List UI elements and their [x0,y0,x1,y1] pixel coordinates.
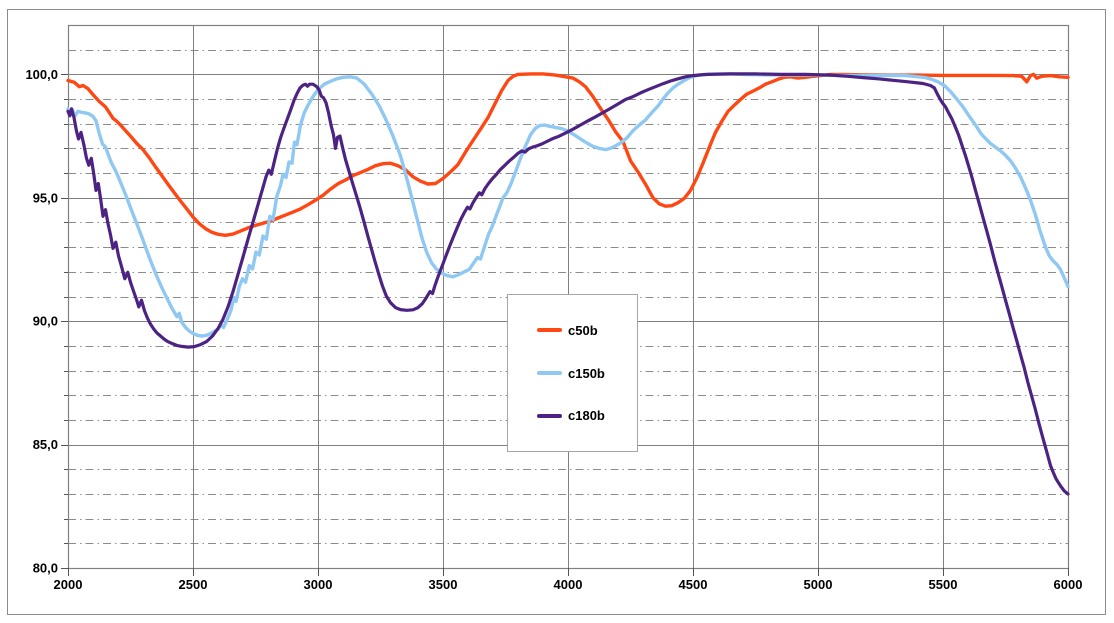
series-line-c180b [66,72,1070,496]
legend-swatch-c150b [537,371,562,375]
x-tick-label: 6000 [1054,577,1083,592]
x-tick-label: 5000 [804,577,833,592]
y-tick-label: 85,0 [33,437,58,452]
x-tick-label: 2000 [54,577,83,592]
x-axis-labels: 2000 2500 3000 3500 4000 4500 5000 5500 6000 [54,577,1083,592]
series-line-c50b [66,72,1070,238]
legend-item-c150b: c150b [508,366,637,381]
x-tick-label: 2500 [179,577,208,592]
x-tick-label: 3500 [429,577,458,592]
y-tick-label: 90,0 [33,314,58,329]
series-line-c150b [66,72,1070,338]
y-tick-label: 80,0 [33,561,58,576]
x-tick-label: 3000 [304,577,333,592]
legend-label: c180b [568,408,605,424]
x-tick-label: 4000 [554,577,583,592]
legend-swatch-c180b [537,413,562,418]
x-tick-label: 5500 [929,577,958,592]
x-tick-label: 4500 [679,577,708,592]
y-tick-label: 95,0 [33,190,58,205]
legend: c50b c150b c180b [507,294,638,452]
legend-label: c150b [568,365,605,381]
legend-label: c50b [568,322,598,338]
y-tick-label: 100,0 [25,67,58,82]
legend-swatch-c50b [537,328,562,333]
legend-item-c180b: c180b [508,408,637,423]
figure-border [7,9,1106,615]
axis-ticks [61,74,1069,576]
legend-item-c50b: c50b [508,323,637,338]
y-axis-labels: 80,0 85,0 90,0 95,0 100,0 [25,67,58,576]
